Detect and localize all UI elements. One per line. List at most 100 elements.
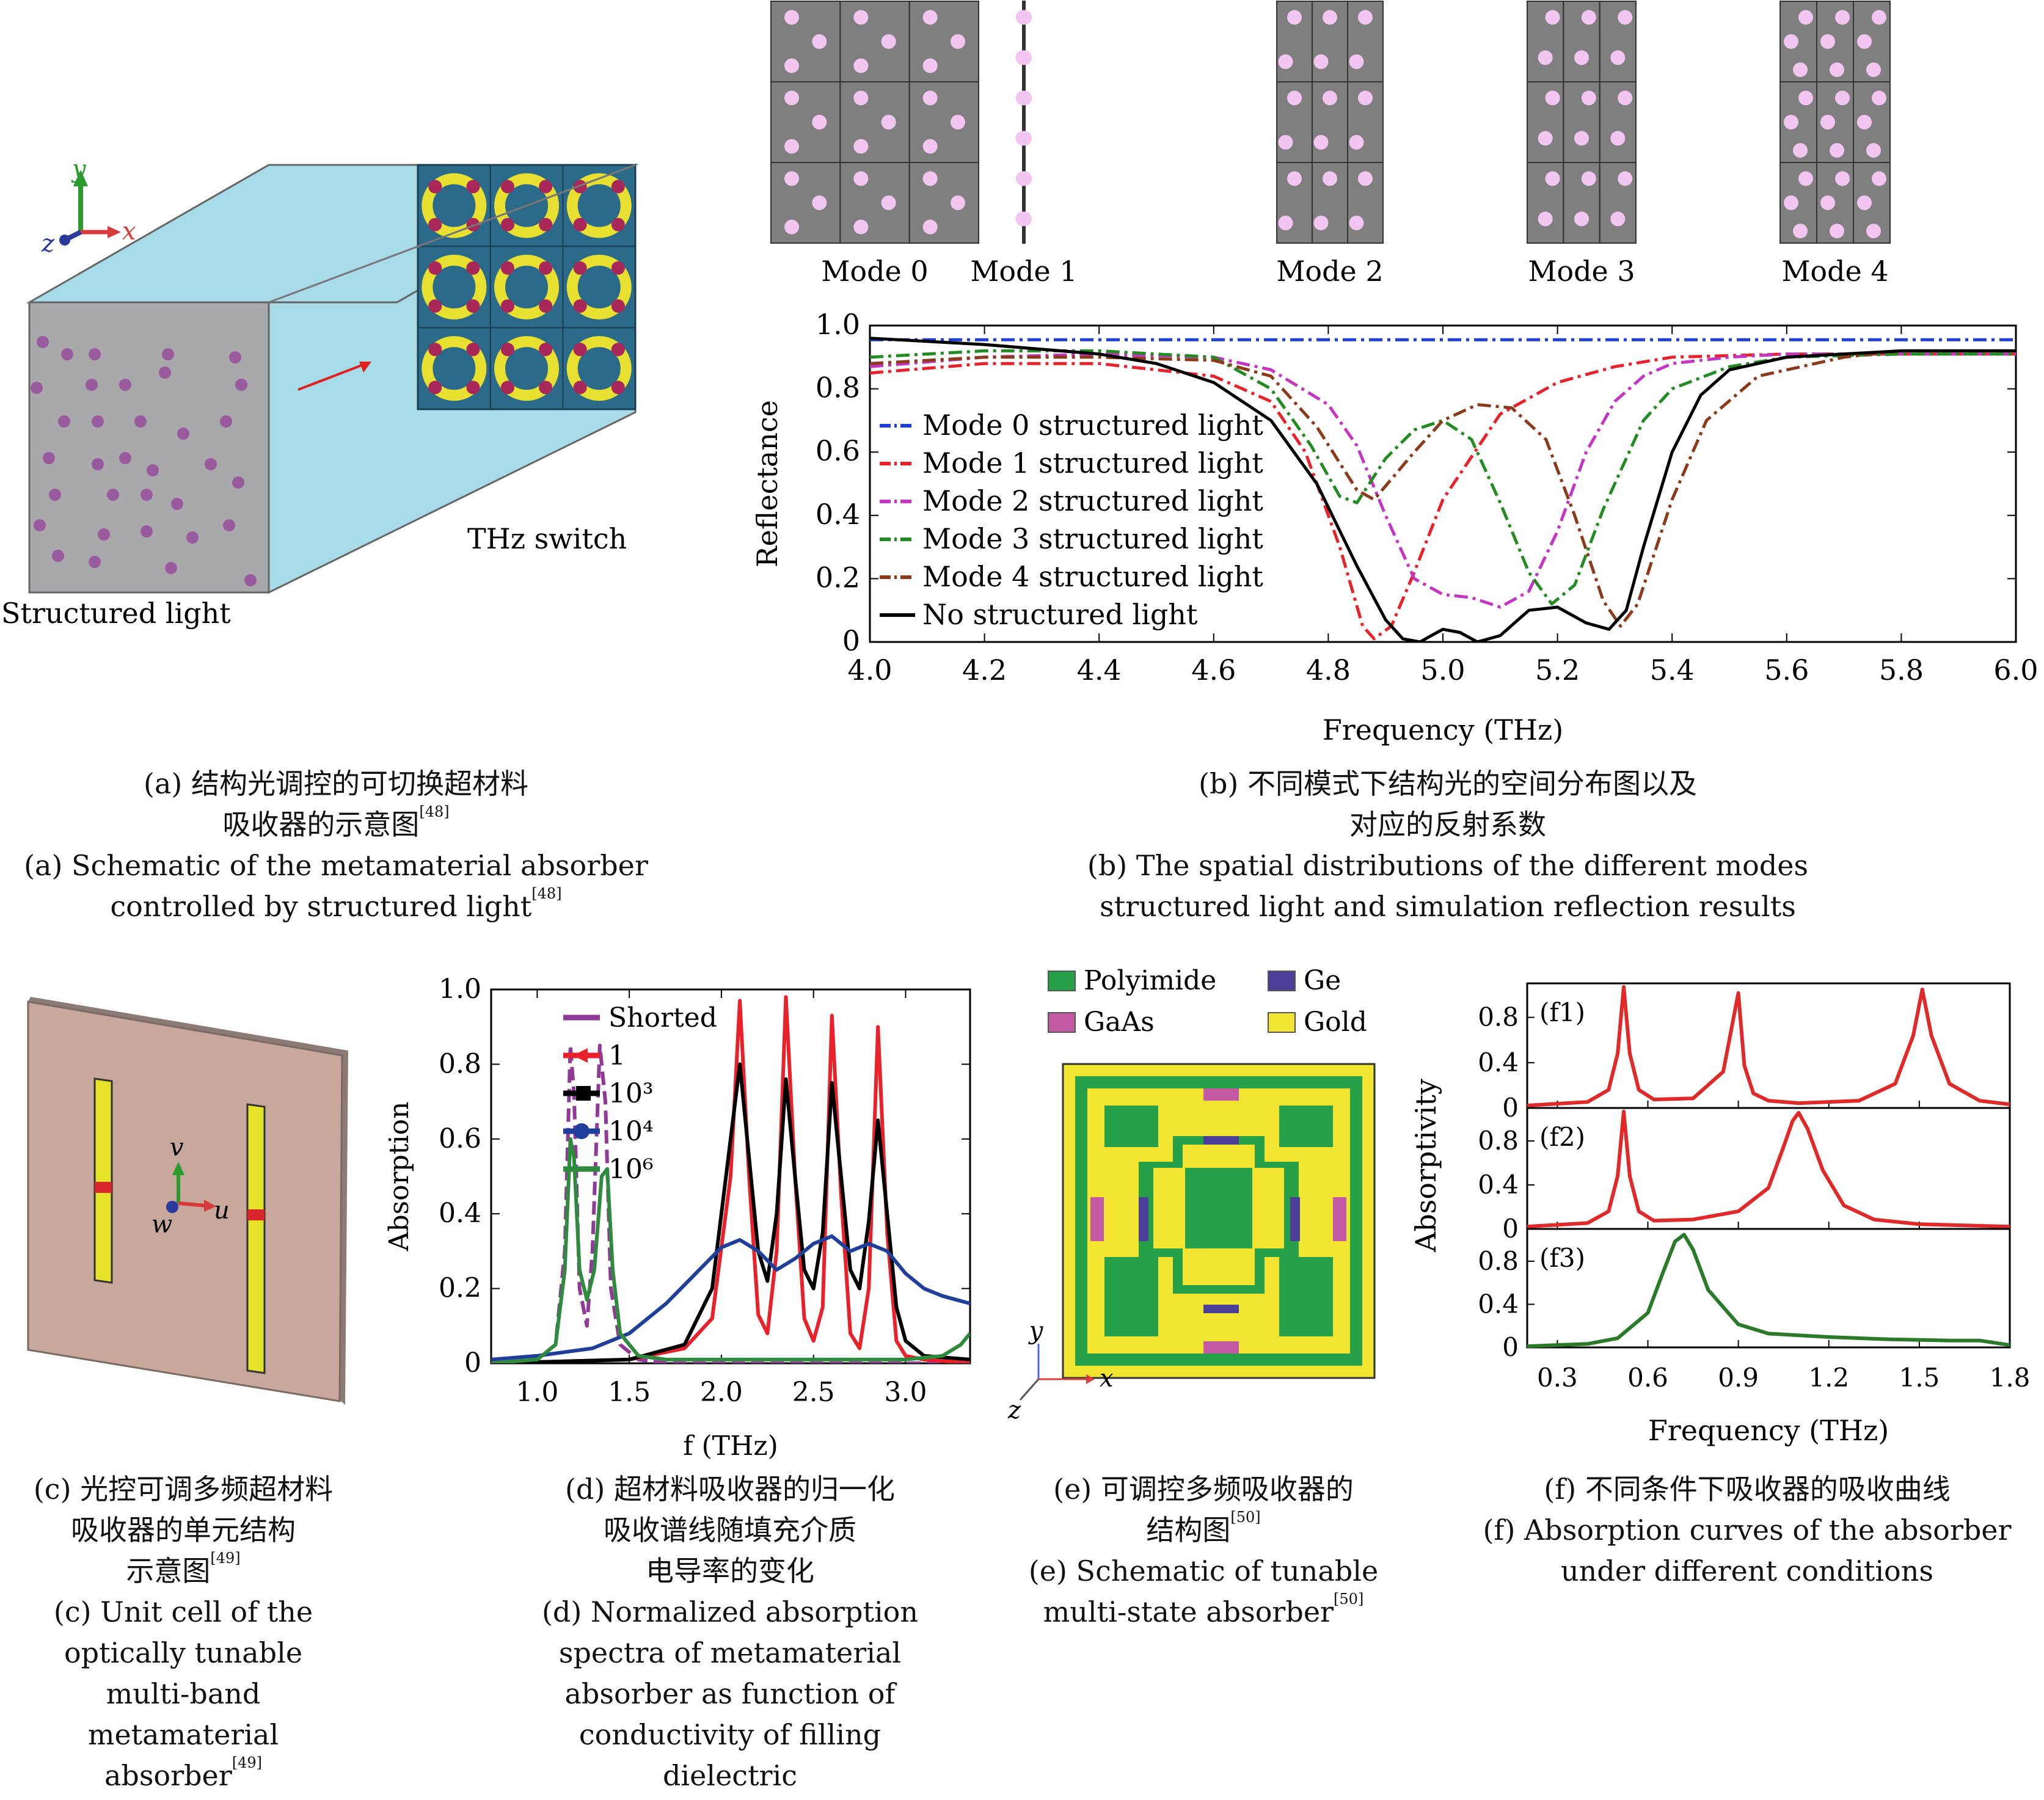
caption-c-line-3: 示意图 <box>126 1554 211 1587</box>
mode-dot <box>784 139 799 154</box>
ring-gap-dot <box>539 381 553 395</box>
mode-dot <box>1820 195 1835 210</box>
mode-patterns: Mode 0 Mode 1 Mode 2 Mode 3 Mode 4 <box>770 1 1891 288</box>
x-tick-label: 5.6 <box>1764 654 1809 687</box>
caption-c-line-2: 吸收器的单元结构 <box>71 1514 296 1547</box>
mode-dot <box>784 10 799 25</box>
mode-dot <box>1323 10 1337 25</box>
ge-right <box>1290 1197 1300 1241</box>
gold-ring <box>566 336 632 401</box>
light-spot <box>223 519 235 531</box>
x-axis-label: f (THz) <box>683 1430 778 1462</box>
light-spot <box>107 489 119 501</box>
axis-y-label: y <box>1028 1317 1044 1345</box>
caption-e-line-4: multi-state absorber <box>1043 1595 1334 1628</box>
plot-frame <box>869 324 2017 643</box>
center-polyimide-2 <box>1185 1168 1252 1248</box>
mode-pattern <box>1779 1 1891 244</box>
caption-b-line-2: 对应的反射系数 <box>1349 808 1546 841</box>
x-tick-label: 4.2 <box>962 654 1007 687</box>
gaas-right <box>1333 1197 1346 1241</box>
y-tick-label: 0.8 <box>1478 1002 1519 1032</box>
caption-a: (a) 结构光调控的可切换超材料 吸收器的示意图[48] (a) Schemat… <box>0 763 672 927</box>
y-tick-label: 0.8 <box>816 371 860 404</box>
axis-z-label: z <box>41 230 55 258</box>
absorption-chart: 1.0 1.5 2.0 2.5 3.0 0 0.2 0.4 0.6 0.8 1.0 f (THz) Ab… <box>384 974 971 1462</box>
ring-gap-dot <box>539 261 553 275</box>
caption-e: (e) 可调控多频吸收器的 结构图[50] (e) Schematic of t… <box>990 1469 1417 1633</box>
ring-gap-dot <box>573 217 587 231</box>
legend-label: Mode 4 structured light <box>922 560 1263 593</box>
mode-dot <box>922 90 938 106</box>
light-spot <box>134 415 147 428</box>
coordinate-axes: y x z <box>41 155 136 258</box>
ring-gap-dot <box>611 180 625 194</box>
legend-label: Mode 3 structured light <box>922 522 1263 555</box>
substrate-face <box>27 1000 343 1402</box>
structured-light-face <box>28 301 270 594</box>
light-spot <box>177 428 189 440</box>
legend-label: Mode 0 structured light <box>922 409 1263 442</box>
legend: Shorted 1 10³ 10⁴ 10⁶ <box>563 1002 717 1185</box>
mode-dot <box>1538 211 1553 227</box>
panel-b-chart: 4.0 4.2 4.4 4.6 4.8 5.0 5.2 5.4 5.6 5.8 6.0 0 0.2 0.4… <box>739 302 2044 760</box>
axis-u-label: u <box>214 1197 230 1225</box>
ring-gap-dot <box>611 343 625 357</box>
mode-dot <box>1287 171 1302 186</box>
ring-gap-dot <box>466 343 480 357</box>
series-line <box>870 349 2016 628</box>
mode-dot <box>1545 171 1560 186</box>
x-tick-label: 4.4 <box>1077 654 1122 687</box>
mode-dot <box>1017 211 1032 227</box>
ring-gap-dot <box>428 180 442 194</box>
y-tick-label: 0.6 <box>439 1123 481 1154</box>
caption-a-ref-2: [48] <box>531 885 562 902</box>
mode-dot <box>1866 143 1881 158</box>
legend-label: Ge <box>1304 965 1341 996</box>
legend-marker <box>574 1123 589 1139</box>
mode-dot <box>1017 50 1032 65</box>
mode-pattern <box>1015 1 1032 244</box>
mode-pattern <box>1276 1 1384 244</box>
light-spot <box>119 379 131 391</box>
mode-dot <box>1349 216 1364 230</box>
panel-d-chart: 1.0 1.5 2.0 2.5 3.0 0 0.2 0.4 0.6 0.8 1.0 f (THz) Ab… <box>367 965 984 1466</box>
y-tick-label: 0.2 <box>439 1273 481 1304</box>
structured-light-label: Structured light <box>1 597 231 630</box>
mode-dot <box>1610 131 1626 146</box>
ring-gap-dot <box>500 217 514 231</box>
mode-dot <box>1866 224 1881 239</box>
mode-dot <box>1820 34 1835 49</box>
y-tick-label: 0.4 <box>1478 1289 1519 1319</box>
mode-label: Mode 4 <box>1781 255 1888 288</box>
light-spot <box>37 336 49 348</box>
series-line <box>870 352 2016 609</box>
light-spot <box>162 348 174 360</box>
ring-gap-dot <box>611 217 625 231</box>
plot-frame <box>490 988 971 1365</box>
ring-gap-dot <box>466 217 480 231</box>
light-spot <box>229 351 241 363</box>
legend-label: Shorted <box>608 1002 717 1033</box>
y-tick-label: 0.8 <box>439 1048 481 1079</box>
series-line <box>491 1062 970 1363</box>
substrate-edge <box>28 997 348 1057</box>
mode-dot <box>1618 90 1633 106</box>
series-line <box>491 1234 970 1361</box>
mode-dot <box>922 171 938 186</box>
ring-gap-dot <box>428 299 442 313</box>
uvw-axes: v u w <box>151 1134 230 1239</box>
y-tick-label: 0 <box>1502 1093 1519 1123</box>
mode-dot <box>1545 90 1560 106</box>
x-tick-label: 5.0 <box>1420 654 1465 687</box>
x-tick-label: 4.8 <box>1306 654 1351 687</box>
caption-a-ref-1: [48] <box>419 803 450 820</box>
light-spot <box>92 458 104 470</box>
mode-dot <box>922 219 938 235</box>
ring-gap-dot <box>466 299 480 313</box>
light-spot <box>235 379 247 391</box>
series-line <box>491 1043 970 1363</box>
series-line <box>870 337 2016 642</box>
caption-c: (c) 光控可调多频超材料 吸收器的单元结构 示意图[49] (c) Unit … <box>0 1469 367 1796</box>
mode-dot <box>1618 10 1633 25</box>
